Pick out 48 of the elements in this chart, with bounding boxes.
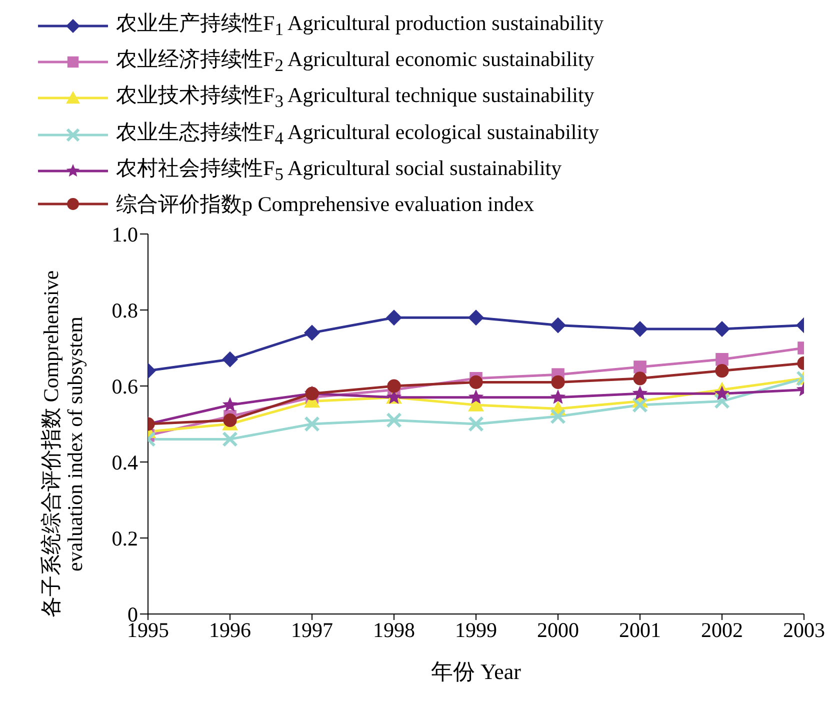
x-tick-label: 1999	[455, 618, 497, 642]
point	[222, 351, 238, 368]
x-tick-label: 2000	[537, 618, 579, 642]
point	[715, 364, 729, 378]
point	[386, 412, 402, 428]
legend-label: 农业技术持续性F$_{3}$ Agricultural technique sustainability	[116, 82, 594, 114]
point	[223, 413, 237, 427]
x-tick-label: 1998	[373, 618, 415, 642]
point	[222, 431, 238, 448]
point	[387, 379, 401, 393]
x-tick-label: 1997	[291, 618, 333, 642]
y-axis-title: 各子系统综合评价指数 Comprehensive evaluation index of subsystem	[39, 269, 87, 620]
y-tick-label: 0.6	[112, 374, 138, 398]
point	[632, 397, 648, 413]
x-tick-label: 1996	[209, 618, 251, 642]
point	[550, 389, 566, 404]
y-tick-label: 0.4	[112, 450, 138, 474]
point	[632, 320, 648, 337]
x-tick-label: 2002	[701, 618, 743, 642]
point	[714, 320, 730, 337]
legend-label: 农业经济持续性F$_{2}$ Agricultural economic sustainability	[116, 46, 594, 78]
point	[550, 408, 566, 424]
point	[222, 396, 238, 412]
point	[716, 352, 728, 366]
point	[386, 310, 402, 326]
point	[468, 389, 484, 404]
y-tick-label: 1.0	[112, 222, 138, 246]
legend-label: 农村社会持续性F$_{5}$ Agricultural social sustainability	[116, 154, 562, 186]
point	[632, 386, 648, 400]
point	[468, 416, 484, 432]
x-tick-label: 2001	[619, 618, 661, 642]
x-axis-title: 年份 Year	[430, 658, 522, 684]
legend-label: 农业生产持续性F$_{1}$ Agricultural production sustainability	[116, 10, 604, 42]
point	[304, 416, 320, 432]
y-tick-label: 0.2	[112, 526, 138, 550]
point	[634, 360, 646, 374]
point	[714, 393, 730, 410]
x-tick-label: 2003	[783, 618, 825, 642]
point	[551, 375, 565, 389]
point	[304, 324, 320, 341]
point	[633, 372, 647, 386]
point	[714, 386, 730, 400]
point	[468, 310, 484, 326]
legend-label: 综合评价指数p Comprehensive evaluation index	[116, 190, 534, 218]
point	[550, 317, 566, 334]
legend-label: 农业生态持续性F$_{4}$ Agricultural ecological sustainability	[116, 118, 599, 150]
y-tick-label: 0.8	[112, 298, 138, 322]
point	[469, 375, 483, 389]
